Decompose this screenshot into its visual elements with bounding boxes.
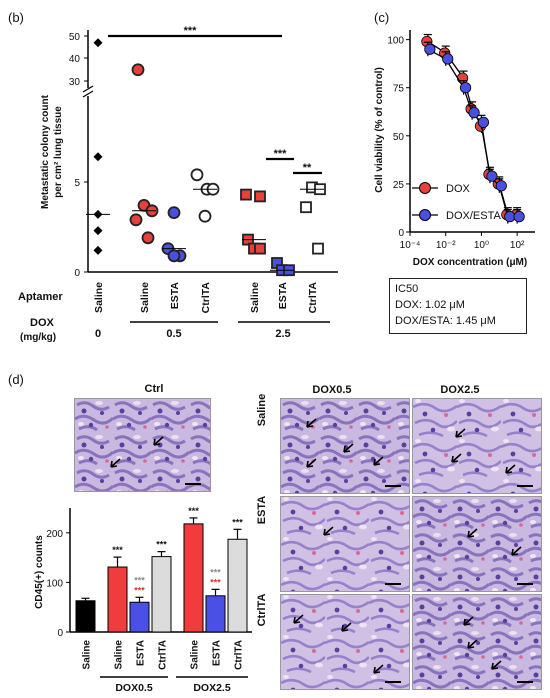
panel-label-d: (d) bbox=[8, 372, 24, 387]
histology-dox0-5-ctrlta bbox=[280, 594, 410, 690]
point-ctrlta-2-5 bbox=[300, 201, 312, 214]
sig-top: *** bbox=[184, 25, 198, 37]
point-saline-0-5 bbox=[141, 231, 155, 245]
row-label-esta: ESTA bbox=[256, 495, 268, 525]
point-saline-2-5 bbox=[254, 190, 266, 203]
ytick-b: 40 bbox=[69, 54, 81, 65]
ic50-title: IC50 bbox=[395, 283, 419, 295]
point-saline-0-5 bbox=[131, 63, 145, 77]
group-label-b: ESTA bbox=[169, 282, 181, 310]
row-label-saline: Saline bbox=[256, 393, 268, 427]
histology-dox2-5-esta bbox=[412, 496, 542, 592]
col-label-dox0-5: DOX0.5 bbox=[312, 384, 352, 396]
ctrl-histology-image bbox=[74, 398, 211, 492]
sig-saline-esta: *** bbox=[274, 148, 288, 160]
group-label-b: CtrlTA bbox=[307, 282, 319, 314]
point-saline-0 bbox=[93, 226, 103, 236]
point-saline-2-5 bbox=[240, 188, 252, 201]
panel-label-c: (c) bbox=[374, 10, 390, 25]
point-saline-0 bbox=[93, 245, 103, 255]
dose-0-5: 0.5 bbox=[166, 328, 181, 340]
ytick-b: 50 bbox=[69, 32, 81, 43]
ylabel-b-2: per cm² lung tissue bbox=[53, 106, 64, 198]
point-ctrlta-0-5 bbox=[190, 168, 204, 182]
ic50-doxesta: DOX/ESTA: 1.45 μM bbox=[395, 315, 496, 327]
point-saline-0 bbox=[93, 38, 103, 48]
sig-esta-ctrlta: ** bbox=[303, 162, 312, 174]
aptamer-label: Aptamer bbox=[18, 291, 63, 303]
col-label-dox2-5: DOX2.5 bbox=[440, 384, 480, 396]
ytick-b: 30 bbox=[69, 77, 81, 88]
ic50-dox: DOX: 1.02 μM bbox=[395, 299, 465, 311]
ytick-b: 5 bbox=[74, 178, 80, 189]
ctrl-label: Ctrl bbox=[144, 383, 164, 395]
dox-unit: (mg/kg) bbox=[20, 332, 56, 343]
group-label-b: Saline bbox=[249, 282, 261, 313]
histology-dox2-5-saline bbox=[412, 398, 542, 494]
dox-label: DOX bbox=[30, 317, 55, 329]
row-label-ctrlta: CtrlTA bbox=[256, 593, 268, 627]
panel-label-b: (b) bbox=[8, 10, 24, 25]
ic50-box: IC50 DOX: 1.02 μM DOX/ESTA: 1.45 μM bbox=[389, 278, 527, 334]
histology-dox0-5-saline bbox=[280, 398, 410, 494]
point-esta-0-5 bbox=[167, 206, 181, 220]
ylabel-b-1: Metastatic colony count bbox=[40, 94, 51, 209]
group-label-b: CtrlTA bbox=[200, 282, 212, 314]
point-saline-0-5 bbox=[129, 213, 143, 227]
point-saline-0 bbox=[93, 152, 103, 162]
group-label-b: Saline bbox=[139, 282, 151, 313]
dose-2-5: 2.5 bbox=[275, 328, 290, 340]
histology-dox2-5-ctrlta bbox=[412, 594, 542, 690]
point-saline-2-5 bbox=[254, 242, 266, 255]
group-label-b: Saline bbox=[93, 282, 105, 313]
ytick-b: 0 bbox=[74, 268, 80, 279]
point-ctrlta-0-5 bbox=[198, 209, 212, 223]
dose-0: 0 bbox=[95, 328, 101, 340]
point-ctrlta-2-5 bbox=[312, 242, 324, 255]
histology-dox0-5-esta bbox=[280, 496, 410, 592]
group-label-b: ESTA bbox=[277, 282, 289, 310]
point-esta-0-5 bbox=[167, 249, 181, 263]
